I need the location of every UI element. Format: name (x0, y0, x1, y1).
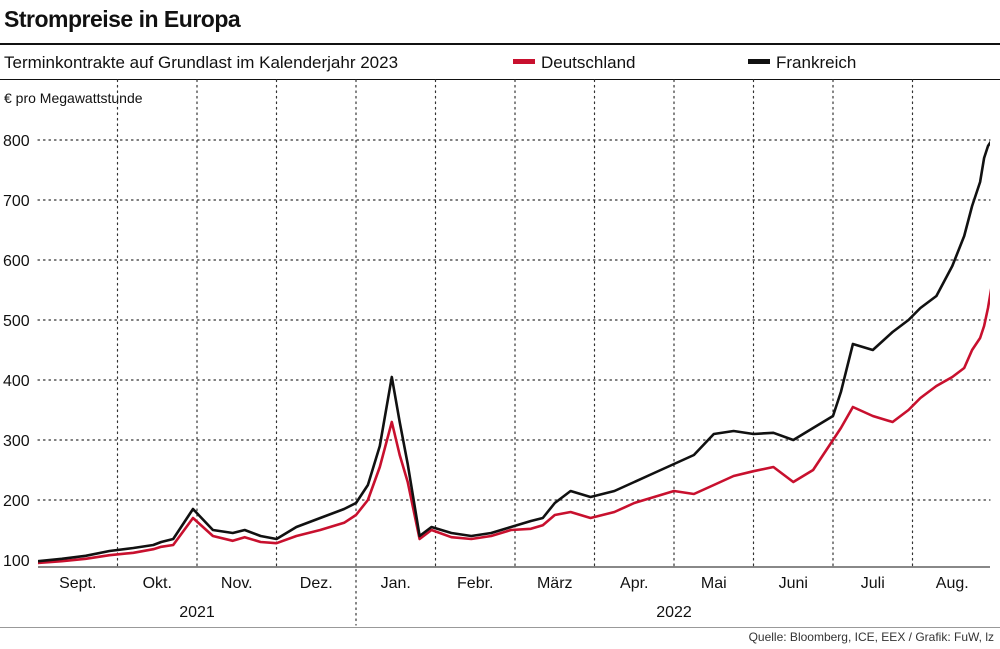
legend-swatch-frankreich (748, 59, 770, 65)
series-line-deutschland (38, 288, 990, 565)
y-tick-label: 100 (3, 553, 30, 570)
x-tick-label: Mai (701, 575, 727, 592)
year-label: 2022 (656, 604, 692, 621)
y-tick-label: 200 (3, 493, 30, 510)
x-tick-label: Juli (861, 575, 885, 592)
x-tick-label: Febr. (457, 575, 493, 592)
footer-rule (0, 627, 1000, 628)
chart-subtitle: Terminkontrakte auf Grundlast im Kalende… (4, 53, 399, 72)
legend-item-frankreich: Frankreich (748, 53, 856, 73)
y-tick-label: 300 (3, 433, 30, 450)
x-tick-label: März (537, 575, 573, 592)
y-tick-label: 400 (3, 373, 30, 390)
y-tick-label: 800 (3, 133, 30, 150)
legend-label-frankreich: Frankreich (776, 53, 857, 72)
x-tick-label: Jan. (381, 575, 411, 592)
legend-swatch-deutschland (513, 59, 535, 65)
x-tick-label: Dez. (300, 575, 333, 592)
x-tick-label: Apr. (620, 575, 648, 592)
x-tick-label: Sept. (59, 575, 96, 592)
legend-item-deutschland: Deutschland (513, 53, 636, 73)
y-tick-label: 500 (3, 313, 30, 330)
series-line-frankreich (38, 140, 990, 563)
subtitle-rule (0, 79, 1000, 80)
source-note: Quelle: Bloomberg, ICE, EEX / Grafik: Fu… (748, 630, 994, 644)
chart-title: Strompreise in Europa (4, 6, 241, 32)
y-axis-unit-label: € pro Megawattstunde (4, 90, 143, 106)
x-tick-label: Okt. (143, 575, 172, 592)
x-tick-label: Aug. (936, 575, 969, 592)
legend-label-deutschland: Deutschland (541, 53, 636, 72)
x-tick-label: Nov. (221, 575, 253, 592)
year-label: 2021 (179, 604, 215, 621)
y-tick-label: 600 (3, 253, 30, 270)
y-tick-label: 700 (3, 193, 30, 210)
x-tick-label: Juni (779, 575, 808, 592)
title-rule (0, 43, 1000, 45)
